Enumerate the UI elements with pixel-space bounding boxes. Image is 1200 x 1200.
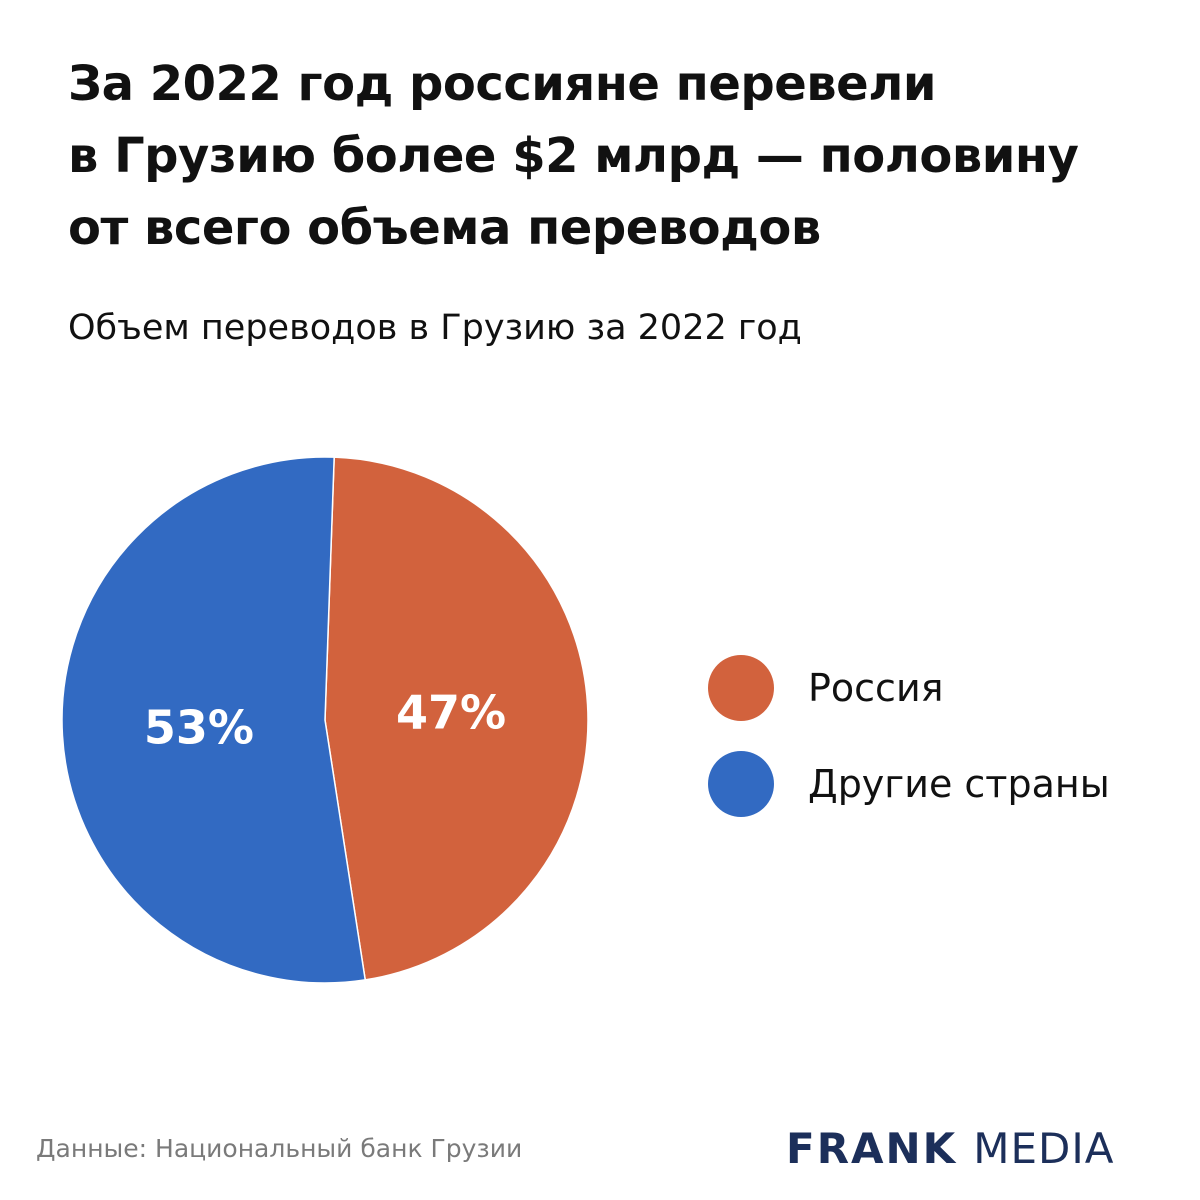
pie-label-russia: 47% — [396, 686, 506, 740]
data-source-note: Данные: Национальный банк Грузии — [36, 1134, 523, 1163]
logo-media-text: MEDIA — [973, 1124, 1115, 1173]
pie-slice-russia — [324, 456, 589, 981]
legend-swatch-other-countries — [708, 751, 774, 817]
legend-item-russia: Россия — [708, 640, 1110, 736]
chart-title: За 2022 год россияне перевели в Грузию б… — [68, 48, 1168, 264]
frank-media-logo: FRANK MEDIA — [786, 1124, 1114, 1173]
pie-slice-other-countries — [61, 456, 367, 984]
title-line-2: в Грузию более $2 млрд — половину — [68, 128, 1079, 184]
legend-item-other-countries: Другие страны — [708, 736, 1110, 832]
chart-legend: Россия Другие страны — [708, 640, 1110, 832]
legend-label-other-countries: Другие страны — [808, 762, 1110, 806]
logo-frank-text: FRANK — [786, 1124, 958, 1173]
legend-swatch-russia — [708, 655, 774, 721]
pie-label-other-countries: 53% — [144, 700, 254, 754]
chart-subtitle: Объем переводов в Грузию за 2022 год — [68, 308, 802, 348]
title-line-3: от всего объема переводов — [68, 200, 821, 256]
title-line-1: За 2022 год россияне перевели — [68, 56, 937, 112]
legend-label-russia: Россия — [808, 666, 944, 710]
